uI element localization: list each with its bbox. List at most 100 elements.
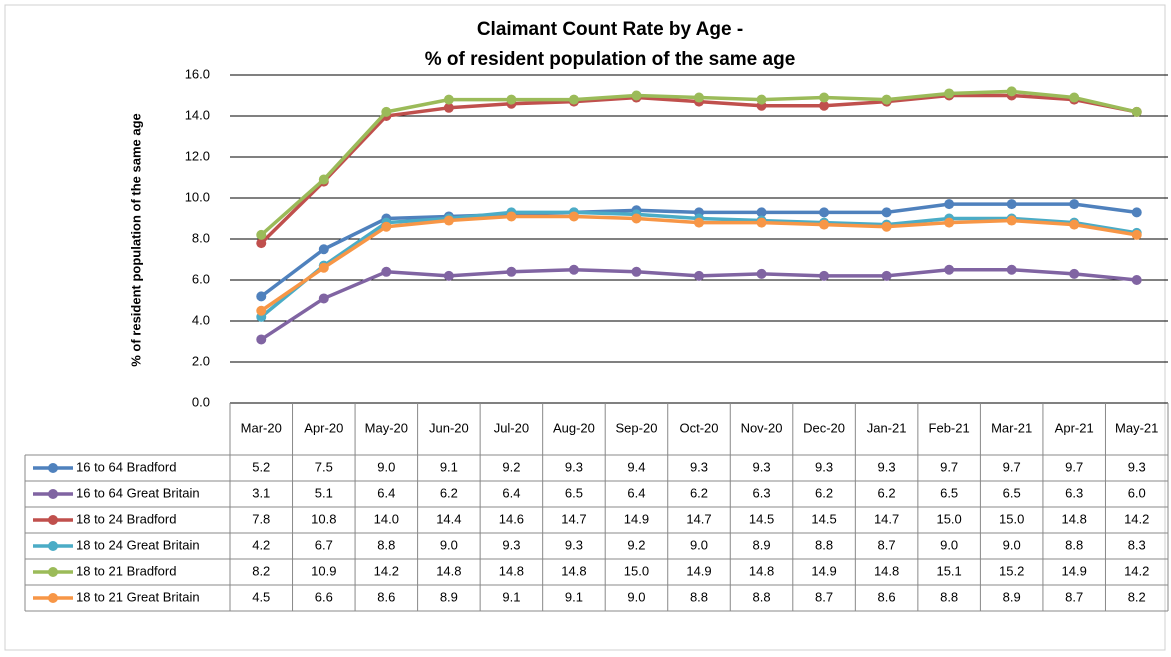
table-cell: 8.6 [377,589,395,604]
table-cell: 6.5 [1003,485,1021,500]
x-tick-label: Mar-21 [991,420,1032,435]
table-cell: 9.3 [565,459,583,474]
marker [1006,215,1017,226]
table-cell: 14.0 [374,511,399,526]
y-tick-label: 10.0 [185,189,210,204]
table-cell: 9.3 [1128,459,1146,474]
marker [1006,199,1017,210]
table-cell: 9.1 [440,459,458,474]
table-cell: 14.8 [874,563,899,578]
marker [944,217,955,228]
marker [568,94,579,105]
table-cell: 9.0 [690,537,708,552]
table-cell: 14.5 [811,511,836,526]
marker [443,215,454,226]
marker [1069,268,1080,279]
marker [256,229,267,240]
table-cell: 9.0 [1003,537,1021,552]
table-cell: 5.1 [315,485,333,500]
table-cell: 3.1 [252,485,270,500]
marker [443,94,454,105]
marker [1131,106,1142,117]
table-cell: 6.6 [315,589,333,604]
table-cell: 9.3 [752,459,770,474]
marker [819,207,830,218]
legend-marker [48,515,58,525]
x-tick-label: Dec-20 [803,420,845,435]
table-cell: 10.9 [311,563,336,578]
legend-label: 16 to 64 Bradford [76,459,176,474]
chart-title: Claimant Count Rate by Age - [477,19,743,40]
table-cell: 4.5 [252,589,270,604]
marker [881,94,892,105]
marker [1069,219,1080,230]
x-tick-label: Jul-20 [494,420,529,435]
table-cell: 9.7 [1065,459,1083,474]
table-cell: 14.8 [436,563,461,578]
y-tick-label: 8.0 [192,230,210,245]
marker [506,266,517,277]
table-cell: 8.7 [878,537,896,552]
table-cell: 4.2 [252,537,270,552]
table-cell: 7.5 [315,459,333,474]
table-cell: 8.8 [1065,537,1083,552]
marker [756,94,767,105]
x-tick-label: Aug-20 [553,420,595,435]
table-cell: 15.0 [624,563,649,578]
table-cell: 14.7 [874,511,899,526]
legend-marker [48,567,58,577]
marker [819,100,830,111]
table-cell: 15.0 [936,511,961,526]
table-cell: 6.4 [627,485,645,500]
x-tick-label: Nov-20 [741,420,783,435]
table-cell: 14.9 [624,511,649,526]
table-cell: 9.1 [565,589,583,604]
table-cell: 8.9 [1003,589,1021,604]
legend-marker [48,489,58,499]
marker [506,211,517,222]
table-cell: 8.8 [377,537,395,552]
legend-marker [48,463,58,473]
table-cell: 14.9 [811,563,836,578]
table-cell: 8.3 [1128,537,1146,552]
y-axis-label: % of resident population of the same age [128,113,143,367]
marker [694,217,704,228]
table-cell: 8.6 [878,589,896,604]
marker [819,270,830,281]
marker [256,334,267,345]
table-cell: 9.2 [502,459,520,474]
table-cell: 14.2 [1124,563,1149,578]
marker [318,293,329,304]
marker [1131,275,1142,285]
table-cell: 8.8 [940,589,958,604]
table-cell: 14.9 [1062,563,1087,578]
marker [756,268,767,279]
marker [568,211,579,222]
marker [631,90,642,101]
marker [443,102,454,113]
marker [443,270,454,281]
x-tick-label: Oct-20 [679,420,718,435]
table-cell: 9.3 [878,459,896,474]
table-cell: 14.4 [436,511,461,526]
marker [756,217,767,228]
table-cell: 8.9 [752,537,770,552]
legend-label: 18 to 21 Great Britain [76,589,200,604]
marker [881,207,892,218]
table-cell: 14.2 [1124,511,1149,526]
table-cell: 14.8 [561,563,586,578]
x-tick-label: May-21 [1115,420,1158,435]
table-cell: 14.5 [749,511,774,526]
chart-title: % of resident population of the same age [425,49,796,70]
x-tick-label: Jan-21 [867,420,907,435]
marker [631,213,642,224]
table-cell: 6.7 [315,537,333,552]
y-tick-label: 14.0 [185,107,210,122]
marker [1006,264,1017,275]
y-tick-label: 0.0 [192,394,210,409]
y-tick-label: 6.0 [192,271,210,286]
table-cell: 6.2 [440,485,458,500]
table-cell: 6.5 [565,485,583,500]
table-cell: 9.0 [627,589,645,604]
